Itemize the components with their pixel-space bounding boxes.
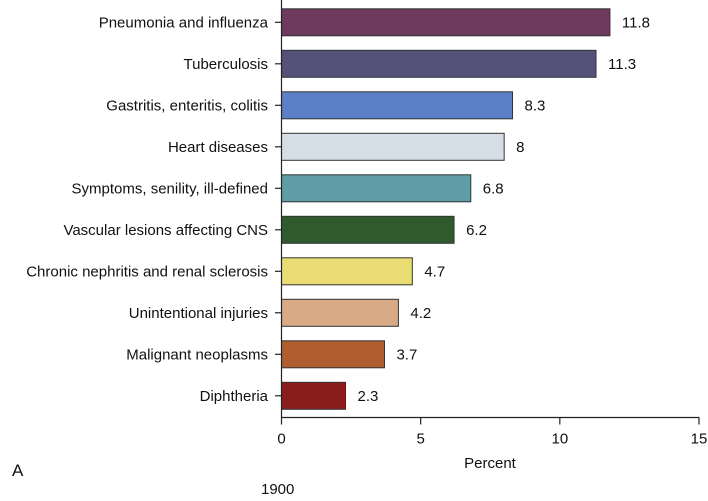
category-label: Symptoms, senility, ill-defined	[72, 180, 268, 197]
category-label: Pneumonia and influenza	[99, 14, 269, 31]
x-axis-label: Percent	[464, 455, 517, 472]
value-label: 6.8	[483, 180, 504, 197]
caption-year: 1900	[261, 481, 294, 496]
category-label: Gastritis, enteritis, colitis	[106, 97, 268, 114]
value-label: 6.2	[466, 222, 487, 239]
value-label: 4.7	[424, 263, 445, 280]
category-label: Heart diseases	[168, 139, 268, 156]
category-label: Unintentional injuries	[129, 305, 268, 322]
bar	[281, 257, 413, 286]
bar	[281, 49, 597, 78]
value-label: 3.7	[396, 346, 417, 363]
x-tick-label: 15	[691, 431, 708, 448]
bar	[281, 132, 505, 161]
category-label: Malignant neoplasms	[126, 346, 268, 363]
bar	[281, 340, 385, 369]
x-tick-label: 5	[416, 431, 424, 448]
panel-label: A	[12, 461, 24, 480]
value-label: 8	[516, 139, 524, 156]
value-label: 11.3	[608, 56, 636, 73]
value-label: 2.3	[358, 388, 379, 405]
value-label: 11.8	[622, 14, 650, 31]
category-label: Vascular lesions affecting CNS	[63, 222, 268, 239]
bar	[281, 298, 399, 327]
x-tick-label: 0	[277, 431, 285, 448]
x-tick-label: 10	[551, 431, 568, 448]
bar	[281, 8, 611, 37]
value-label: 8.3	[525, 97, 546, 114]
category-label: Tuberculosis	[184, 56, 268, 73]
bar	[281, 174, 472, 203]
value-label: 4.2	[410, 305, 431, 322]
bar	[281, 381, 347, 410]
category-label: Chronic nephritis and renal sclerosis	[26, 263, 268, 280]
bar	[281, 91, 514, 120]
bar	[281, 215, 455, 244]
category-label: Diphtheria	[200, 388, 269, 405]
